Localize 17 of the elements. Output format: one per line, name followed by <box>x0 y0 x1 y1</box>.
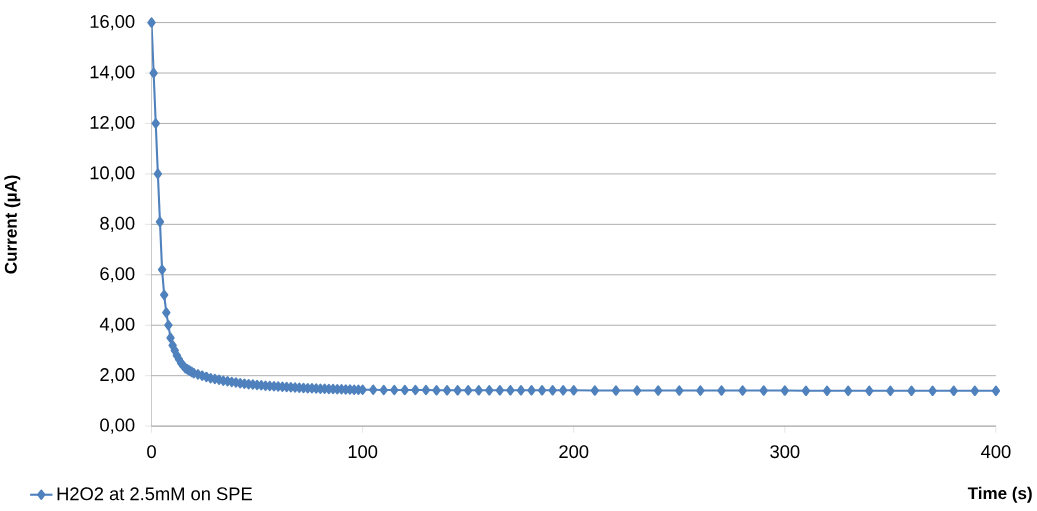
x-tick-label: 200 <box>559 445 589 459</box>
y-tick-label: 16,00 <box>90 15 135 31</box>
x-tick-label: 400 <box>981 445 1011 459</box>
x-tick-label: 0 <box>147 445 156 459</box>
y-tick-label: 10,00 <box>90 166 135 182</box>
y-tick-label: 6,00 <box>100 267 135 283</box>
x-axis-title: Time (s) <box>967 487 1032 503</box>
y-axis-title: Current (µA) <box>4 175 21 274</box>
y-tick-label: 2,00 <box>100 368 135 384</box>
y-tick-label: 4,00 <box>99 317 135 334</box>
y-tick-label: 12,00 <box>90 116 135 132</box>
legend-label: H2O2 at 2.5mM on SPE <box>57 487 252 501</box>
y-tick-label: 8,00 <box>100 216 135 233</box>
y-tick-label: 0,00 <box>100 418 135 434</box>
y-tick-label: 14,00 <box>90 65 135 81</box>
x-tick-label: 100 <box>348 445 378 459</box>
x-tick-label: 300 <box>770 445 800 459</box>
